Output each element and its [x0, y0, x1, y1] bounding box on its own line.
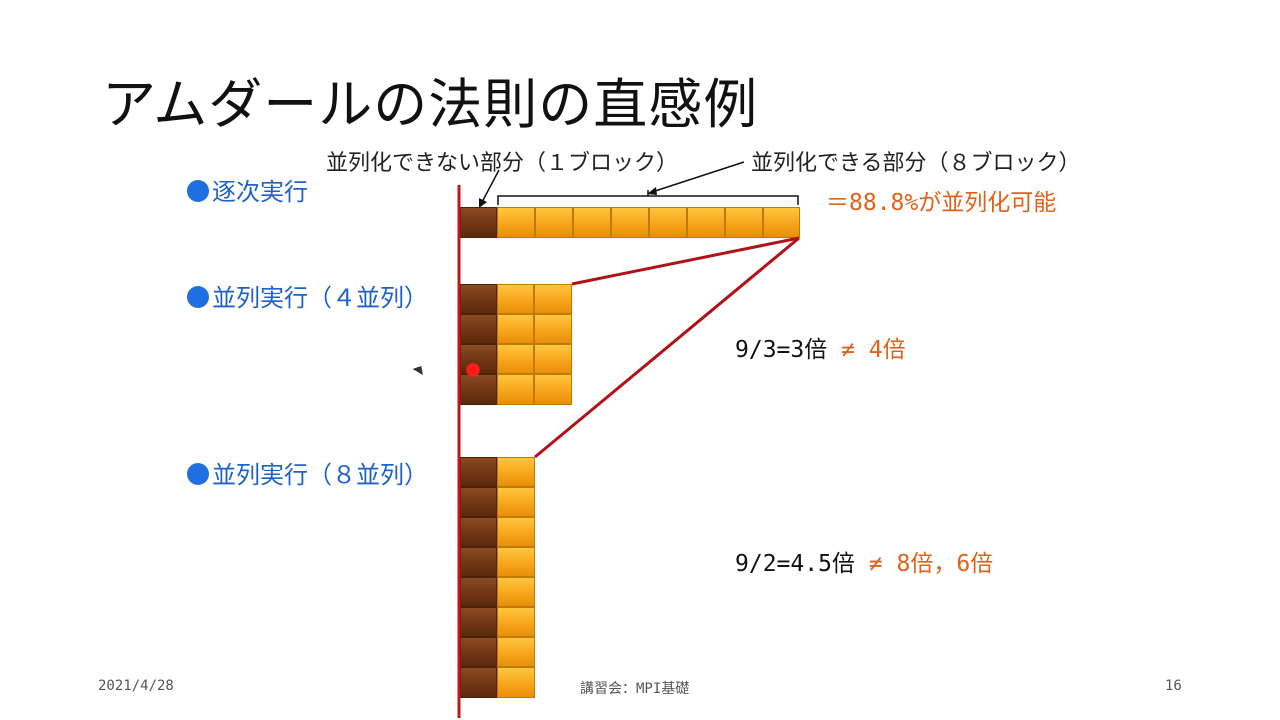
- serial-block: [460, 577, 497, 607]
- parallel-block: [497, 547, 535, 577]
- serial-block: [460, 547, 497, 577]
- parallel-arrow-head: [647, 187, 657, 195]
- parallel-block: [534, 314, 572, 344]
- row-label-parallel-8: 並列実行（８並列）: [187, 455, 428, 490]
- footer-center: 講習会：MPI基礎: [580, 681, 690, 697]
- footer-page-number: 16: [1165, 678, 1182, 694]
- serial-arrow: [480, 169, 500, 205]
- row-label-serial: 逐次実行: [187, 172, 308, 207]
- connector-line: [534, 236, 800, 459]
- parallel-block: [763, 207, 800, 238]
- bullet-icon: [187, 463, 209, 485]
- serial-part-label: 並列化できない部分（１ブロック）: [326, 151, 679, 176]
- parallel-block: [687, 207, 725, 238]
- speedup-4-text: 9/3=3倍 ≠ 4倍: [735, 337, 906, 363]
- slide-title: アムダールの法則の直感例: [102, 73, 759, 136]
- parallel-arrow: [651, 161, 745, 193]
- parallel-bracket: [497, 195, 799, 205]
- serial-block: [460, 314, 497, 344]
- bullet-icon: [187, 286, 209, 308]
- row-label-parallel-4: 並列実行（４並列）: [187, 278, 428, 313]
- parallel-block: [534, 344, 572, 374]
- parallel-block: [497, 667, 535, 698]
- parallel-percent-label: ＝88.8%が並列化可能: [826, 190, 1057, 216]
- footer-date: 2021/4/28: [98, 678, 174, 694]
- parallel-block: [497, 314, 534, 344]
- laser-pointer: [466, 363, 480, 377]
- parallel-block: [497, 487, 535, 517]
- parallel-block: [649, 207, 687, 238]
- parallel-block: [497, 517, 535, 547]
- parallel-block: [725, 207, 763, 238]
- serial-block: [460, 374, 497, 405]
- serial-block: [460, 637, 497, 667]
- parallel-block: [535, 207, 573, 238]
- parallel-block: [497, 577, 535, 607]
- parallel-block: [497, 284, 534, 314]
- serial-block: [460, 457, 497, 487]
- parallel-block: [534, 284, 572, 314]
- parallel-block: [497, 207, 535, 238]
- parallel-block: [573, 207, 611, 238]
- serial-block: [460, 607, 497, 637]
- parallel-block: [497, 457, 535, 487]
- speedup-8-text: 9/2=4.5倍 ≠ 8倍，6倍: [735, 551, 994, 577]
- serial-block: [460, 207, 497, 238]
- parallel-block: [534, 374, 572, 405]
- connector-line: [571, 236, 800, 286]
- parallel-block: [497, 607, 535, 637]
- parallel-block: [497, 637, 535, 667]
- serial-arrow-head: [479, 198, 487, 208]
- serial-block: [460, 667, 497, 698]
- parallel-block: [497, 374, 534, 405]
- parallel-block: [497, 344, 534, 374]
- parallel-part-label: 並列化できる部分（８ブロック）: [751, 151, 1081, 176]
- bullet-icon: [187, 180, 209, 202]
- parallel-block: [611, 207, 649, 238]
